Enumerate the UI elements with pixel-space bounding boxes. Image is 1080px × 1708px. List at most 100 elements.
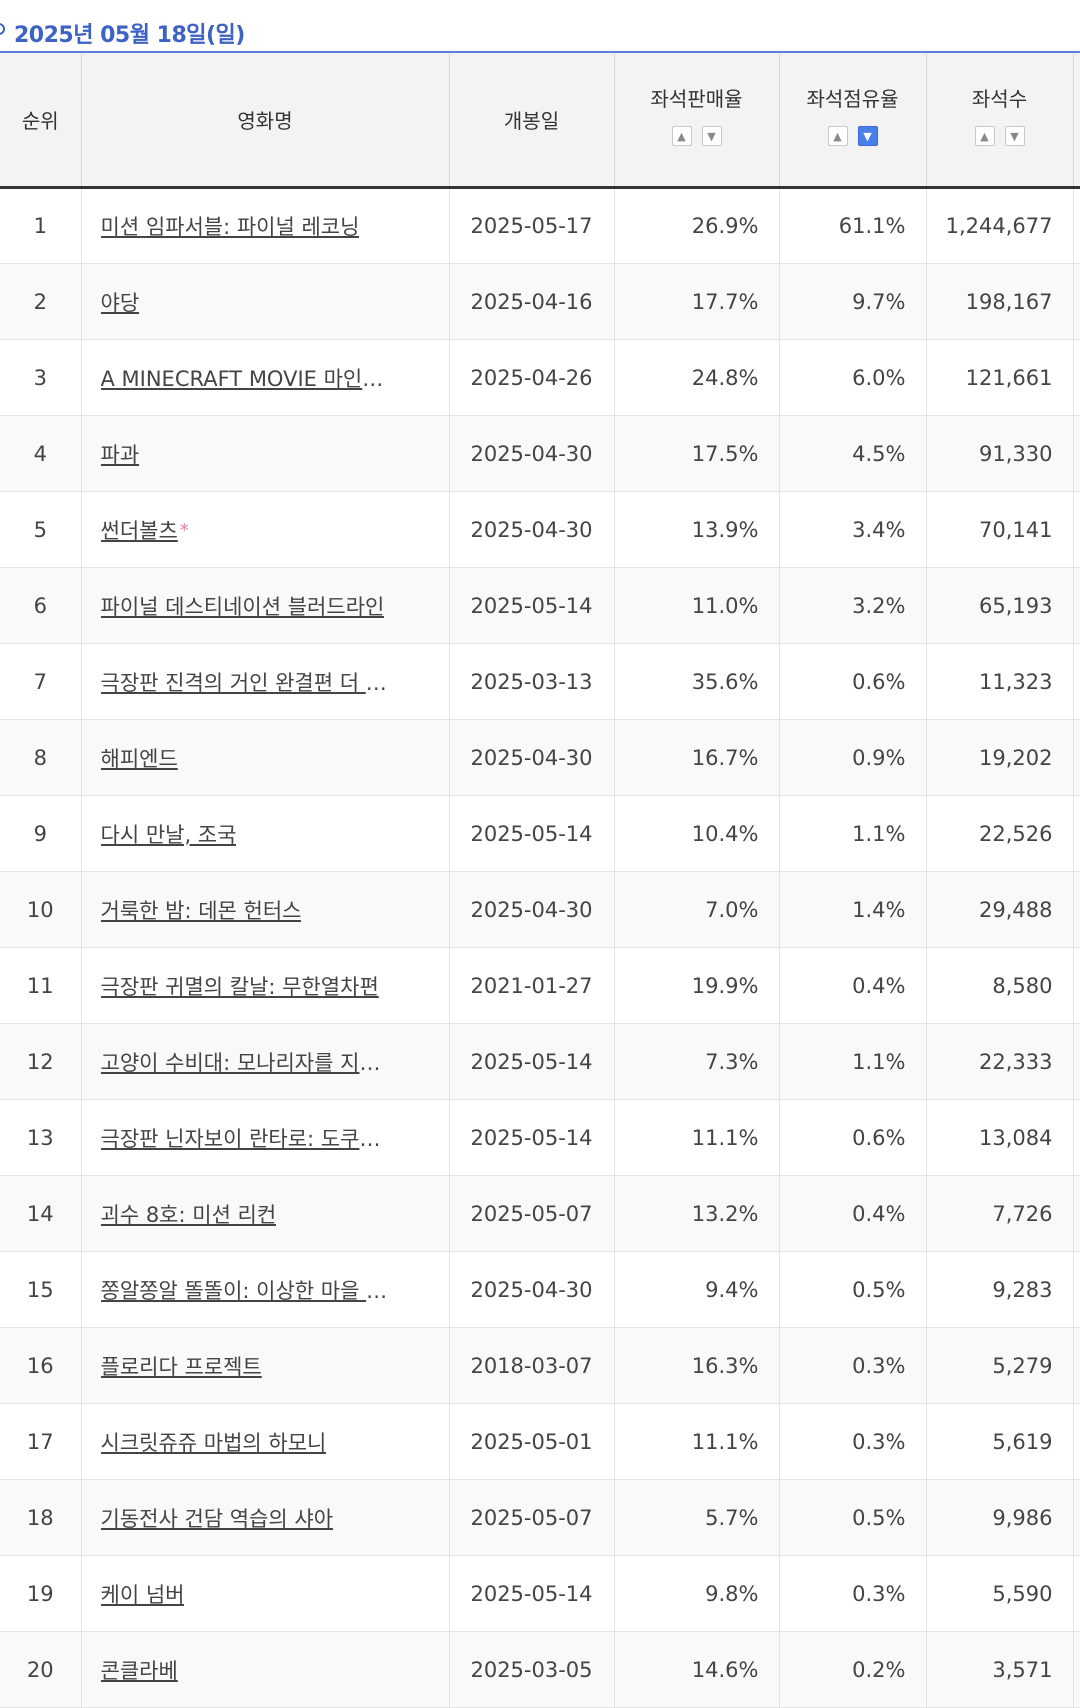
movie-title-link[interactable]: 기동전사 건담 역습의 샤아 xyxy=(100,1506,334,1531)
sort-asc-seats-button[interactable]: ▲ xyxy=(974,126,995,146)
seat-count-cell: 198,167 xyxy=(925,263,1073,340)
table-row: 12 고양이 수비대: 모나리자를 지켜라! 2025-05-14 7.3% 1.1% 2… xyxy=(0,1023,1080,1100)
seat-share-cell: 0.3% xyxy=(778,1555,926,1632)
sales-rate-cell: 13.2% xyxy=(613,1175,779,1252)
release-date-cell: 2025-03-05 xyxy=(448,1631,614,1708)
seat-share-cell: 0.5% xyxy=(778,1251,926,1328)
edge-cell xyxy=(1072,339,1080,416)
movie-title-link[interactable]: 미션 임파서블: 파이널 레코닝 xyxy=(100,215,360,239)
movie-title-link[interactable]: 플로리다 프로젝트 xyxy=(100,1354,262,1379)
table-row: 10 거룩한 밤: 데몬 헌터스 2025-04-30 7.0% 1.4% 29,488 xyxy=(0,871,1080,948)
rank-cell: 6 xyxy=(0,567,81,644)
rank-cell: 20 xyxy=(0,1631,81,1708)
movie-title-link[interactable]: 해피엔드 xyxy=(100,746,178,771)
release-date-cell: 2025-04-30 xyxy=(448,719,614,796)
rank-cell: 18 xyxy=(0,1479,81,1556)
seat-count-cell: 19,202 xyxy=(925,719,1073,796)
release-date-cell: 2018-03-07 xyxy=(448,1327,614,1404)
title-cell: 콘클라베 xyxy=(80,1631,449,1708)
seat-share-cell: 61.1% xyxy=(778,187,926,264)
seat-share-cell: 0.2% xyxy=(778,1631,926,1708)
table-row: 16 플로리다 프로젝트 2018-03-07 16.3% 0.3% 5,279 xyxy=(0,1327,1080,1404)
seat-share-cell: 1.1% xyxy=(778,795,926,872)
movie-title-link[interactable]: 콘클라베 xyxy=(100,1658,178,1683)
sort-desc-seats-button[interactable]: ▼ xyxy=(1004,126,1025,146)
movie-title-link[interactable]: 썬더볼츠 xyxy=(100,518,178,543)
seat-count-cell: 9,283 xyxy=(925,1251,1073,1328)
release-date-cell: 2021-01-27 xyxy=(448,947,614,1024)
movie-title-link[interactable]: 극장판 닌자보이 란타로: 도쿠타케… xyxy=(100,1126,393,1151)
rank-cell: 1 xyxy=(0,187,81,264)
movie-title-link[interactable]: 고양이 수비대: 모나리자를 지켜라! xyxy=(100,1050,393,1075)
release-date-cell: 2025-05-01 xyxy=(448,1403,614,1480)
seat-count-cell: 8,580 xyxy=(925,947,1073,1024)
seat-count-cell: 65,193 xyxy=(925,567,1073,644)
col-label-seats: 좌석수 xyxy=(971,87,1028,111)
movie-title-link[interactable]: 극장판 귀멸의 칼날: 무한열차편 xyxy=(100,974,379,999)
sales-rate-cell: 10.4% xyxy=(613,795,779,872)
movie-title-link[interactable]: 극장판 진격의 거인 완결편 더 라스… xyxy=(100,670,393,695)
edge-cell xyxy=(1072,491,1080,568)
chevron-up-icon: ▲ xyxy=(677,129,686,143)
table-row: 19 케이 넘버 2025-05-14 9.8% 0.3% 5,590 xyxy=(0,1555,1080,1632)
sort-desc-sales-button[interactable]: ▼ xyxy=(701,126,722,146)
edge-cell xyxy=(1072,947,1080,1024)
sales-rate-cell: 11.1% xyxy=(613,1403,779,1480)
seat-count-cell: 5,619 xyxy=(925,1403,1073,1480)
movie-title-link[interactable]: 케이 넘버 xyxy=(100,1582,185,1607)
seat-share-cell: 3.2% xyxy=(778,567,926,644)
col-header-rank: 순위 xyxy=(0,53,81,189)
edge-cell xyxy=(1072,1251,1080,1328)
edge-cell xyxy=(1072,1555,1080,1632)
chevron-down-icon: ▼ xyxy=(707,129,716,143)
col-label-rank: 순위 xyxy=(21,109,59,133)
release-date-cell: 2025-05-07 xyxy=(448,1479,614,1556)
rank-cell: 16 xyxy=(0,1327,81,1404)
col-header-seats: 좌석수 ▲ ▼ xyxy=(925,53,1073,189)
col-header-release: 개봉일 xyxy=(448,53,614,189)
title-cell: 케이 넘버 xyxy=(80,1555,449,1632)
release-date-cell: 2025-04-30 xyxy=(448,491,614,568)
seat-share-cell: 0.3% xyxy=(778,1327,926,1404)
seat-count-cell: 9,986 xyxy=(925,1479,1073,1556)
rank-cell: 14 xyxy=(0,1175,81,1252)
edge-cell xyxy=(1072,567,1080,644)
rank-cell: 3 xyxy=(0,339,81,416)
seat-count-cell: 91,330 xyxy=(925,415,1073,492)
edge-cell xyxy=(1072,1327,1080,1404)
table-row: 2 야당 2025-04-16 17.7% 9.7% 198,167 xyxy=(0,263,1080,340)
movie-title-link[interactable]: 거룩한 밤: 데몬 헌터스 xyxy=(100,898,302,923)
seat-share-cell: 0.4% xyxy=(778,947,926,1024)
table-row: 11 극장판 귀멸의 칼날: 무한열차편 2021-01-27 19.9% 0.4% 8,… xyxy=(0,947,1080,1024)
box-office-table: 순위 영화명 개봉일 좌석판매율 ▲ ▼ 좌석점유율 ▲ ▼ xyxy=(0,53,1080,1708)
movie-title-link[interactable]: 쫑알쫑알 똘똘이: 이상한 마을 대모… xyxy=(100,1278,393,1303)
col-label-title: 영화명 xyxy=(237,109,293,133)
release-date-cell: 2025-04-30 xyxy=(448,871,614,948)
movie-title-link[interactable]: 시크릿쥬쥬 마법의 하모니 xyxy=(100,1430,327,1455)
movie-title-link[interactable]: 야당 xyxy=(100,290,140,315)
release-date-cell: 2025-05-07 xyxy=(448,1175,614,1252)
movie-title-link[interactable]: 파과 xyxy=(100,442,140,467)
edge-cell xyxy=(1072,719,1080,796)
title-cell: 미션 임파서블: 파이널 레코닝 xyxy=(80,187,449,264)
movie-title-link[interactable]: 파이널 데스티네이션 블러드라인 xyxy=(100,594,385,619)
sales-rate-cell: 24.8% xyxy=(613,339,779,416)
col-label-release: 개봉일 xyxy=(503,109,560,133)
edge-cell xyxy=(1072,1403,1080,1480)
sort-desc-share-button[interactable]: ▼ xyxy=(857,126,878,146)
movie-title-link[interactable]: 다시 만날, 조국 xyxy=(100,822,237,847)
movie-title-link[interactable]: A MINECRAFT MOVIE 마인크… xyxy=(100,366,393,391)
rank-cell: 13 xyxy=(0,1099,81,1176)
sales-rate-cell: 26.9% xyxy=(613,187,779,264)
sort-asc-sales-button[interactable]: ▲ xyxy=(671,126,692,146)
release-date-cell: 2025-05-14 xyxy=(448,567,614,644)
movie-title-link[interactable]: 괴수 8호: 미션 리컨 xyxy=(100,1202,277,1227)
sales-rate-cell: 13.9% xyxy=(613,491,779,568)
chevron-up-icon: ▲ xyxy=(833,129,842,143)
title-cell: 다시 만날, 조국 xyxy=(80,795,449,872)
sort-controls-sales: ▲ ▼ xyxy=(615,126,779,146)
sort-asc-share-button[interactable]: ▲ xyxy=(827,126,848,146)
sales-rate-cell: 35.6% xyxy=(613,643,779,720)
col-label-share: 좌석점유율 xyxy=(806,87,899,111)
edge-cell xyxy=(1072,1479,1080,1556)
